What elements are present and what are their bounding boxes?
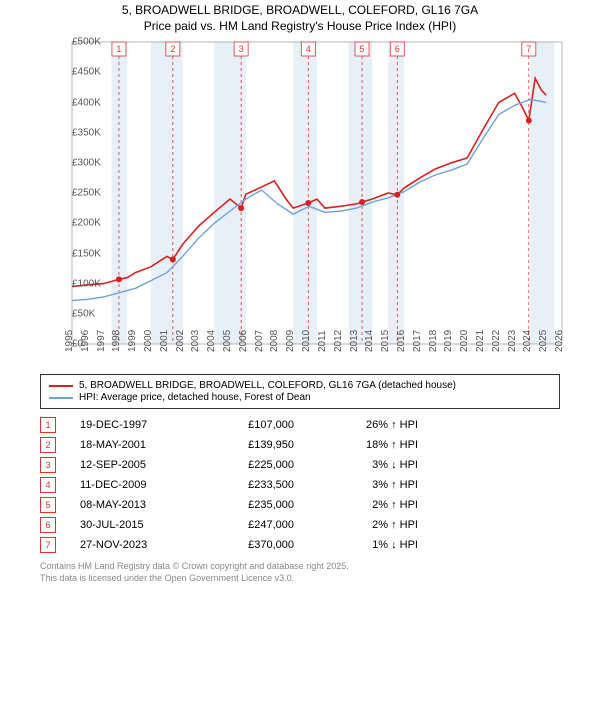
row-marker: 4 (40, 477, 56, 493)
row-price: £233,500 (214, 479, 294, 491)
row-price: £235,000 (214, 499, 294, 511)
legend-label: HPI: Average price, detached house, Fore… (79, 392, 311, 403)
x-axis-label: 2018 (427, 330, 438, 352)
x-axis-label: 2017 (412, 330, 423, 352)
footer: Contains HM Land Registry data © Crown c… (40, 561, 560, 584)
row-price: £370,000 (214, 539, 294, 551)
row-marker: 7 (40, 537, 56, 553)
row-date: 18-MAY-2001 (80, 439, 190, 451)
row-diff: 2% ↑ HPI (318, 499, 418, 511)
chart-title: 5, BROADWELL BRIDGE, BROADWELL, COLEFORD… (0, 0, 600, 34)
x-axis-label: 1997 (95, 330, 106, 352)
legend-label: 5, BROADWELL BRIDGE, BROADWELL, COLEFORD… (79, 380, 456, 391)
x-axis-label: 2008 (269, 330, 280, 352)
svg-text:2: 2 (170, 44, 175, 54)
row-diff: 1% ↓ HPI (318, 539, 418, 551)
x-axis-label: 2001 (159, 330, 170, 352)
table-row: 5 08-MAY-2013 £235,000 2% ↑ HPI (40, 497, 560, 513)
row-price: £247,000 (214, 519, 294, 531)
x-axis-label: 2009 (285, 330, 296, 352)
x-axis-label: 2014 (364, 330, 375, 352)
table-row: 6 30-JUL-2015 £247,000 2% ↑ HPI (40, 517, 560, 533)
legend-item: 5, BROADWELL BRIDGE, BROADWELL, COLEFORD… (49, 380, 551, 391)
table-row: 7 27-NOV-2023 £370,000 1% ↓ HPI (40, 537, 560, 553)
row-diff: 26% ↑ HPI (318, 419, 418, 431)
row-diff: 3% ↑ HPI (318, 479, 418, 491)
x-axis-label: 2000 (143, 330, 154, 352)
svg-text:4: 4 (306, 44, 311, 54)
x-axis-label: 2003 (190, 330, 201, 352)
table-row: 1 19-DEC-1997 £107,000 26% ↑ HPI (40, 417, 560, 433)
row-diff: 2% ↑ HPI (318, 519, 418, 531)
x-axis-label: 2012 (333, 330, 344, 352)
table-row: 3 12-SEP-2005 £225,000 3% ↓ HPI (40, 457, 560, 473)
x-axis-label: 2024 (522, 330, 533, 352)
row-date: 12-SEP-2005 (80, 459, 190, 471)
svg-text:7: 7 (526, 44, 531, 54)
row-marker: 3 (40, 457, 56, 473)
table-row: 2 18-MAY-2001 £139,950 18% ↑ HPI (40, 437, 560, 453)
row-marker: 6 (40, 517, 56, 533)
row-date: 19-DEC-1997 (80, 419, 190, 431)
price-chart: 1234567£0£50K£100K£150K£200K£250K£300K£3… (30, 34, 570, 374)
x-axis-label: 2019 (443, 330, 454, 352)
legend-item: HPI: Average price, detached house, Fore… (49, 392, 551, 403)
x-axis-label: 1996 (80, 330, 91, 352)
transactions-table: 1 19-DEC-1997 £107,000 26% ↑ HPI 2 18-MAY-200… (40, 417, 560, 553)
legend: 5, BROADWELL BRIDGE, BROADWELL, COLEFORD… (40, 374, 560, 409)
x-axis-label: 2007 (254, 330, 265, 352)
x-axis-label: 1998 (111, 330, 122, 352)
x-axis-label: 2013 (348, 330, 359, 352)
x-axis-label: 2016 (396, 330, 407, 352)
svg-text:6: 6 (395, 44, 400, 54)
row-diff: 3% ↓ HPI (318, 459, 418, 471)
x-axis-label: 1999 (127, 330, 138, 352)
x-axis-label: 2002 (175, 330, 186, 352)
x-axis-label: 2026 (554, 330, 565, 352)
row-price: £225,000 (214, 459, 294, 471)
x-axis-label: 2005 (222, 330, 233, 352)
x-axis-label: 2025 (538, 330, 549, 352)
x-axis-label: 2011 (317, 331, 328, 353)
x-axis-label: 2004 (206, 330, 217, 352)
x-axis-label: 2023 (506, 330, 517, 352)
row-date: 08-MAY-2013 (80, 499, 190, 511)
x-axis-label: 2006 (238, 330, 249, 352)
title-line2: Price paid vs. HM Land Registry's House … (0, 19, 600, 35)
x-axis-label: 2021 (475, 330, 486, 352)
row-date: 11-DEC-2009 (80, 479, 190, 491)
row-date: 30-JUL-2015 (80, 519, 190, 531)
svg-text:5: 5 (360, 44, 365, 54)
svg-text:1: 1 (116, 44, 121, 54)
row-price: £139,950 (214, 439, 294, 451)
x-axis-label: 2020 (459, 330, 470, 352)
row-marker: 5 (40, 497, 56, 513)
legend-swatch (49, 397, 73, 399)
footer-line2: This data is licensed under the Open Gov… (40, 573, 560, 585)
legend-swatch (49, 385, 73, 387)
chart-svg: 1 2 3 4 5 6 7 (30, 34, 570, 374)
x-axis-label: 2010 (301, 330, 312, 352)
row-marker: 1 (40, 417, 56, 433)
svg-text:3: 3 (239, 44, 244, 54)
x-axis-label: 1995 (64, 330, 75, 352)
footer-line1: Contains HM Land Registry data © Crown c… (40, 561, 560, 573)
title-line1: 5, BROADWELL BRIDGE, BROADWELL, COLEFORD… (0, 3, 600, 19)
x-axis-label: 2015 (380, 330, 391, 352)
x-axis-label: 2022 (491, 330, 502, 352)
row-diff: 18% ↑ HPI (318, 439, 418, 451)
row-date: 27-NOV-2023 (80, 539, 190, 551)
row-price: £107,000 (214, 419, 294, 431)
table-row: 4 11-DEC-2009 £233,500 3% ↑ HPI (40, 477, 560, 493)
row-marker: 2 (40, 437, 56, 453)
